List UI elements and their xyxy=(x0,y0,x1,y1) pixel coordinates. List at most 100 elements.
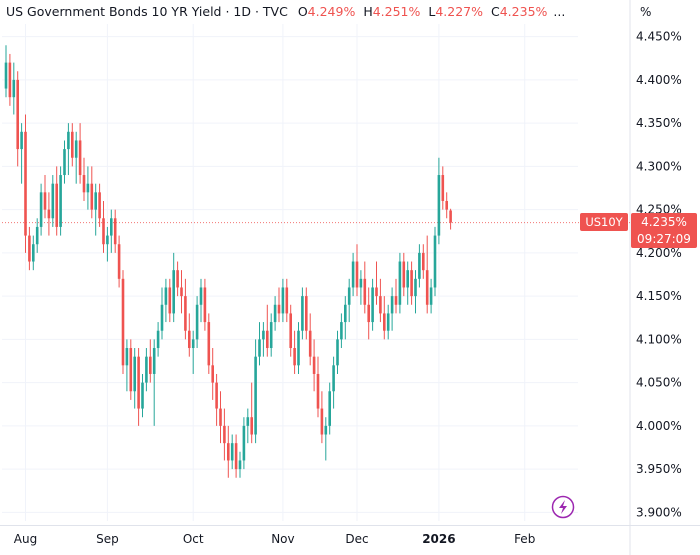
candle-body xyxy=(129,348,133,392)
candle-body xyxy=(223,425,226,444)
candle xyxy=(67,123,70,176)
candle xyxy=(219,391,222,444)
candle-body xyxy=(164,287,168,305)
candle xyxy=(445,192,448,219)
candle xyxy=(281,278,285,323)
candle xyxy=(207,313,211,374)
candle-body xyxy=(230,443,234,461)
candle xyxy=(59,166,62,236)
candle-body xyxy=(24,131,27,236)
candle-body xyxy=(94,192,97,210)
candle xyxy=(172,252,175,323)
candle-body xyxy=(394,296,398,305)
candle xyxy=(340,313,343,349)
candle xyxy=(71,123,74,167)
candle xyxy=(63,140,66,184)
x-tick-label: Nov xyxy=(271,532,294,546)
candle xyxy=(117,235,121,288)
candle-body xyxy=(121,278,125,366)
candle-body xyxy=(277,304,281,314)
candle-body xyxy=(106,235,109,245)
candle-body xyxy=(35,226,39,245)
candle-body xyxy=(340,322,343,340)
candle xyxy=(195,296,199,349)
candle xyxy=(16,71,19,167)
candle xyxy=(20,123,23,184)
candle-body xyxy=(355,261,359,288)
candle xyxy=(328,382,331,435)
candle xyxy=(125,339,129,392)
candle xyxy=(227,425,230,478)
candle xyxy=(414,270,417,314)
candle-body xyxy=(203,287,207,323)
candle-body xyxy=(113,218,117,245)
y-tick-label: 4.350% xyxy=(636,116,682,130)
candle xyxy=(344,296,347,340)
low-value: 4.227% xyxy=(435,4,483,19)
candle-body xyxy=(425,270,429,305)
candle xyxy=(262,322,265,357)
candle xyxy=(168,278,172,323)
candle xyxy=(203,278,207,331)
candle-body xyxy=(219,408,222,426)
candle-body xyxy=(383,313,386,331)
candle xyxy=(390,287,394,331)
candle xyxy=(246,408,250,444)
candle-body xyxy=(242,425,246,461)
lightning-icon[interactable] xyxy=(551,495,575,519)
candle-body xyxy=(308,330,312,357)
candle-body xyxy=(367,304,370,323)
y-tick-label: 4.150% xyxy=(636,289,682,303)
candle-body xyxy=(152,348,156,374)
candle xyxy=(254,339,257,444)
candle xyxy=(199,278,203,323)
candle-body xyxy=(102,218,105,245)
candle-body xyxy=(433,235,437,288)
candle xyxy=(215,373,218,426)
candle xyxy=(258,322,261,366)
candle xyxy=(4,45,8,98)
candle-body xyxy=(273,304,277,323)
candle xyxy=(332,356,335,409)
candle-body xyxy=(390,296,394,314)
candle xyxy=(102,200,105,253)
candle xyxy=(394,278,398,314)
y-tick-label: 4.050% xyxy=(636,376,682,390)
candle xyxy=(12,62,16,115)
candle-body xyxy=(59,175,62,227)
open-value: 4.249% xyxy=(308,4,356,19)
candle-body xyxy=(8,62,12,98)
candle xyxy=(418,244,421,288)
candle-body xyxy=(172,270,175,314)
high-label: H xyxy=(363,4,372,19)
candle-body xyxy=(137,356,140,409)
candle-body xyxy=(328,391,331,426)
candle-body xyxy=(12,79,16,98)
candle-body xyxy=(215,382,218,409)
candle xyxy=(121,270,125,374)
candle xyxy=(293,330,296,374)
candle xyxy=(386,304,390,340)
candle-body xyxy=(445,200,448,210)
candle xyxy=(433,226,437,297)
candle-body xyxy=(363,278,367,305)
candle xyxy=(110,209,113,253)
candle-body xyxy=(414,278,417,297)
candle xyxy=(211,348,214,400)
candle xyxy=(269,313,273,357)
candle xyxy=(133,348,136,409)
candle-body xyxy=(211,365,214,383)
candle xyxy=(305,287,308,340)
candle-body xyxy=(234,443,238,470)
candle-body xyxy=(312,356,316,374)
candle-body xyxy=(160,304,164,331)
candle-body xyxy=(254,356,257,435)
y-tick-label: 4.200% xyxy=(636,246,682,260)
candle xyxy=(129,339,133,400)
candle xyxy=(164,278,168,323)
grid-lines xyxy=(2,24,578,521)
candle xyxy=(8,53,12,106)
candle-body xyxy=(359,278,363,288)
candle-body xyxy=(332,365,335,392)
